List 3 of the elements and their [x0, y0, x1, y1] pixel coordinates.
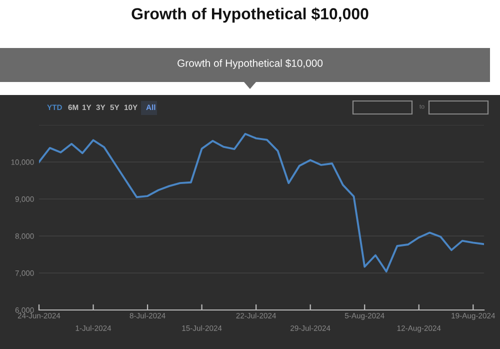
chart-subtitle: Growth of Hypothetical $10,000	[178, 59, 323, 69]
line-series	[39, 132, 484, 272]
chart-title: Growth of Hypothetical $10,000	[132, 7, 368, 23]
